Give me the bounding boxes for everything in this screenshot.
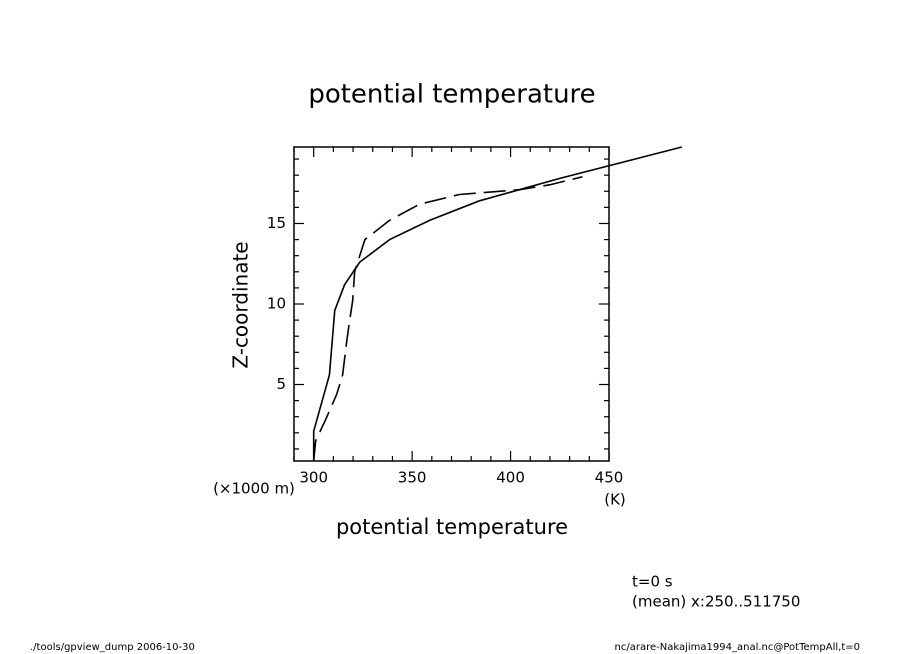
y-tick-label: 15	[267, 214, 286, 232]
annotation: t=0 s	[632, 573, 673, 591]
x-unit: (K)	[604, 491, 626, 509]
y-axis-label: Z-coordinate	[229, 241, 253, 368]
x-tick-label: 350	[398, 469, 427, 487]
annotation: (mean) x:250..511750	[632, 593, 800, 611]
line-series	[312, 146, 683, 461]
y-tick-label: 5	[276, 375, 286, 393]
y-unit: (×1000 m)	[213, 480, 295, 498]
x-tick-label: 400	[496, 469, 525, 487]
y-tick-label: 10	[267, 295, 286, 313]
line-series	[312, 176, 583, 462]
footer: nc/arare-Nakajima1994_anal.nc@PotTempAll…	[615, 642, 860, 653]
x-tick-label: 450	[595, 469, 624, 487]
x-axis-label: potential temperature	[336, 515, 568, 539]
x-tick-label: 300	[299, 469, 328, 487]
plot-frame	[293, 146, 610, 462]
footer: ./tools/gpview_dump 2006-10-30	[30, 642, 195, 653]
chart-title: potential temperature	[308, 80, 595, 110]
